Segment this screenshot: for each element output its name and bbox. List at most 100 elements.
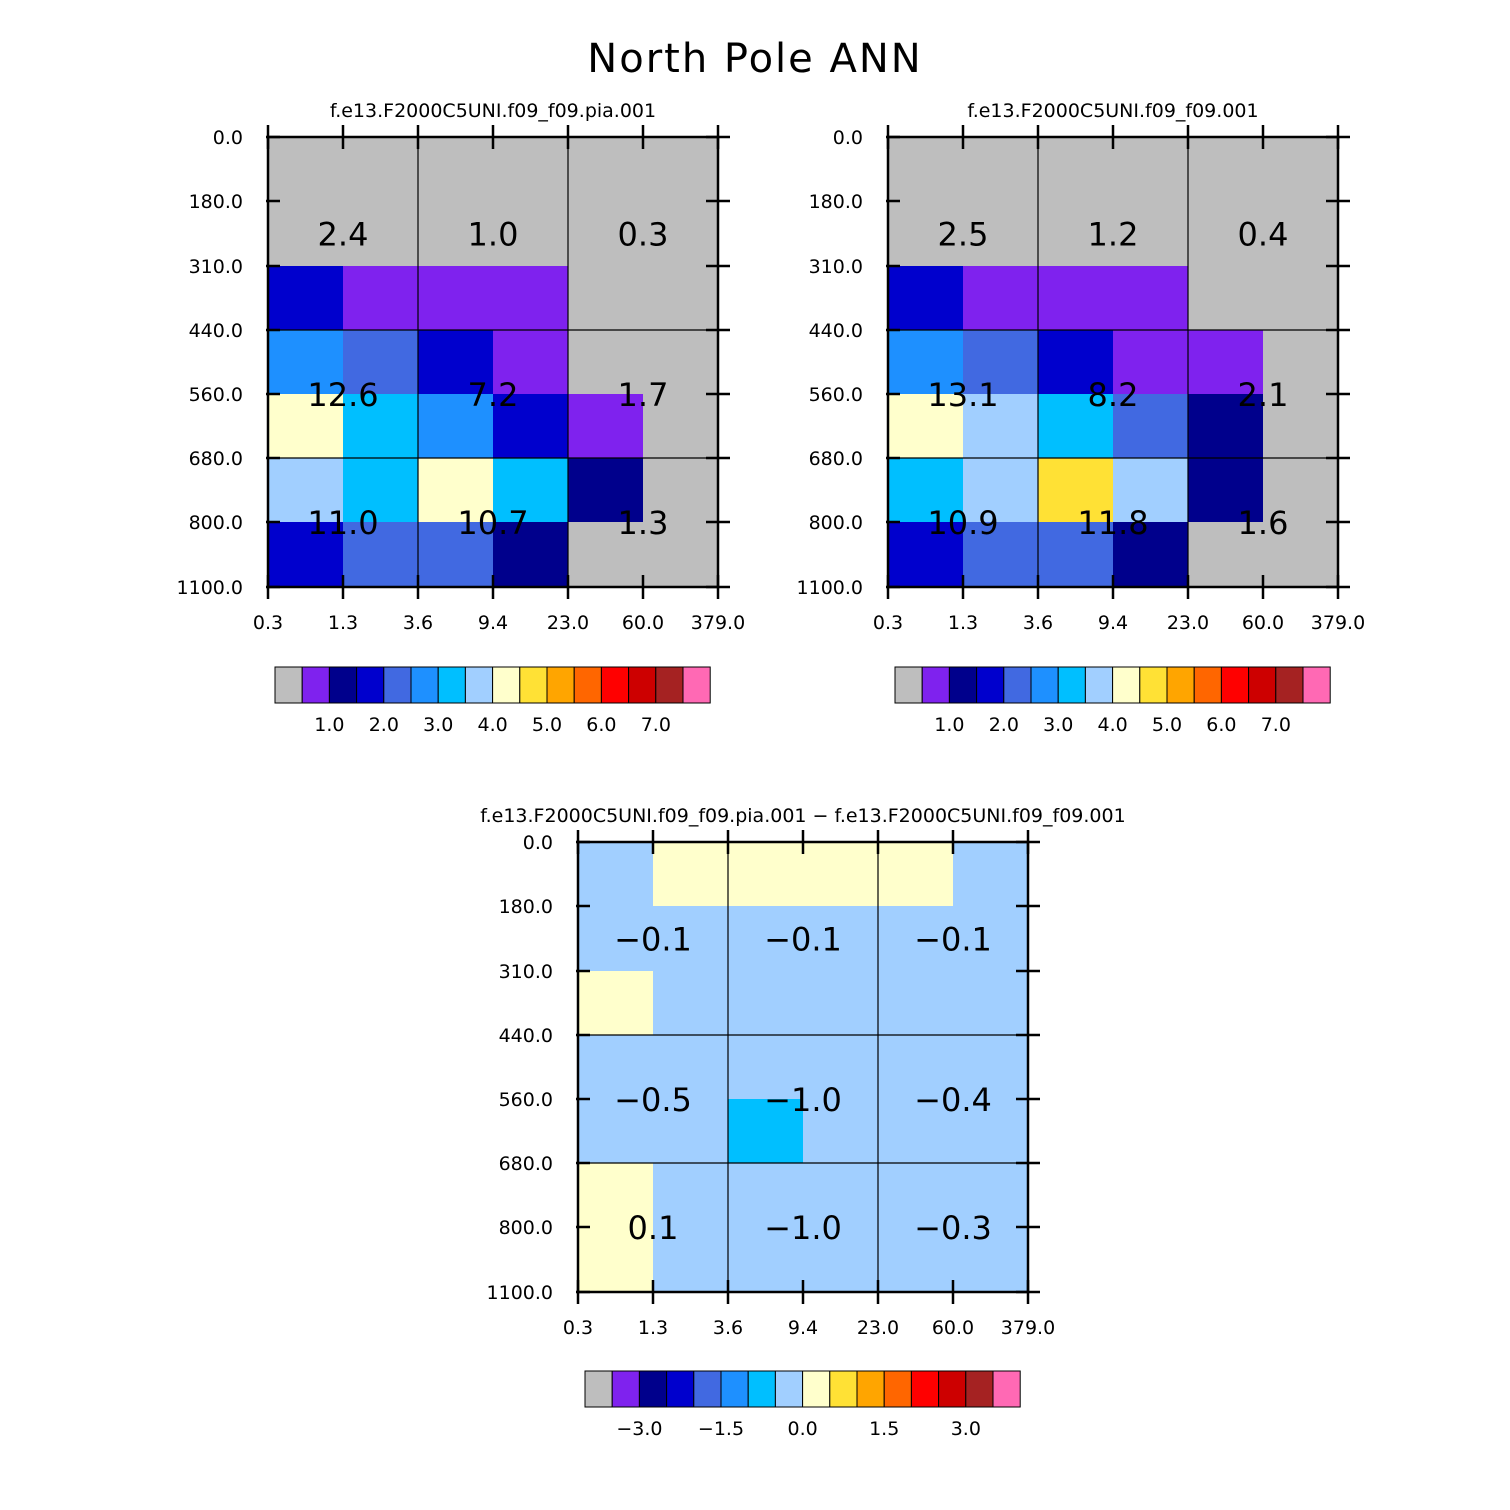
heatmap-cell [418, 394, 494, 459]
colorbar-swatch [894, 666, 923, 704]
heatmap-cell [1188, 522, 1264, 588]
heatmap-cell [268, 458, 344, 523]
y-tick-label: 180.0 [499, 896, 553, 918]
cell-total-label: 12.6 [307, 376, 378, 414]
colorbar-swatch [965, 1370, 994, 1408]
cell-total-label: 2.1 [1238, 376, 1289, 414]
heatmap-cell [728, 1163, 804, 1228]
cell-total-label: 1.7 [618, 376, 669, 414]
heatmap-cell [653, 1035, 729, 1100]
heatmap-cell [963, 394, 1039, 459]
heatmap-cell [963, 201, 1039, 267]
heatmap-cell [568, 522, 644, 588]
colorbar-swatch [666, 1370, 695, 1408]
heatmap-cell [963, 458, 1039, 523]
heatmap-cell [653, 842, 729, 907]
figure-title: North Pole ANN [587, 36, 922, 82]
x-tick-label: 3.6 [403, 612, 433, 634]
heatmap-cell [888, 522, 964, 588]
heatmap-cell [803, 1099, 879, 1164]
y-tick-label: 440.0 [499, 1025, 553, 1047]
heatmap-cell [888, 201, 964, 267]
colorbar-swatch [1139, 666, 1168, 704]
y-tick-label: 180.0 [189, 191, 243, 213]
colorbar-swatch [693, 1370, 722, 1408]
heatmap-cell [878, 1227, 954, 1293]
heatmap-cell [1263, 330, 1339, 395]
cell-total-label: 11.8 [1077, 504, 1148, 542]
colorbar-swatch [1275, 666, 1304, 704]
heatmap-cell [953, 906, 1029, 972]
colorbar-swatch [910, 1370, 940, 1408]
y-tick-label: 310.0 [809, 256, 863, 278]
cell-total-label: 10.7 [457, 504, 528, 542]
colorbar-swatch [1003, 666, 1032, 704]
colorbar-swatch [1193, 666, 1222, 704]
heatmap-cell [1188, 266, 1264, 331]
colorbar-swatch [992, 1370, 1021, 1408]
cell-total-label: 1.2 [1088, 216, 1139, 254]
x-tick-label: 1.3 [638, 1317, 668, 1339]
heatmap-cell [493, 330, 569, 395]
heatmap-cell [878, 971, 954, 1036]
colorbar-swatch [492, 666, 521, 704]
heatmap-cell [803, 1163, 879, 1228]
heatmap-cell [888, 330, 964, 395]
heatmap-cell [1113, 137, 1189, 202]
colorbar-swatch [356, 666, 385, 704]
cell-total-label: 2.4 [318, 216, 369, 254]
heatmap-cell [803, 906, 879, 972]
colorbar-swatch [802, 1370, 831, 1408]
heatmap-cell [878, 1163, 954, 1228]
cell-total-label: −1.0 [764, 1081, 842, 1119]
x-tick-label: 60.0 [1242, 612, 1284, 634]
heatmap-cell [878, 842, 954, 907]
colorbar-swatch [655, 666, 684, 704]
cell-total-label: −1.0 [764, 1209, 842, 1247]
heatmap-cell [343, 266, 419, 331]
colorbar-label: 1.0 [314, 714, 344, 736]
heatmap-cell [653, 1163, 729, 1228]
x-tick-label: 60.0 [622, 612, 664, 634]
heatmap-cell [888, 458, 964, 523]
colorbar-label: 6.0 [1206, 714, 1236, 736]
cell-total-label: 8.2 [1088, 376, 1139, 414]
x-tick-label: 0.3 [873, 612, 903, 634]
x-tick-label: 9.4 [1098, 612, 1128, 634]
y-tick-label: 0.0 [833, 127, 863, 149]
y-tick-label: 310.0 [189, 256, 243, 278]
cell-total-label: 1.3 [618, 504, 669, 542]
heatmap-cell [1188, 330, 1264, 395]
cell-total-label: 10.9 [927, 504, 998, 542]
heatmap-cell [643, 458, 719, 523]
heatmap-cell [643, 266, 719, 331]
panel-obs: f.e13.F2000C5UNI.f09_f09.001 0.0 180.0 310.… [797, 100, 1366, 736]
x-tick-label: 0.3 [253, 612, 283, 634]
cell-total-label: 13.1 [927, 376, 998, 414]
heatmap-cell [1113, 522, 1189, 588]
heatmap-cell [878, 906, 954, 972]
x-tick-label: 23.0 [547, 612, 589, 634]
heatmap-cell [493, 458, 569, 523]
heatmap-cell [578, 842, 654, 907]
colorbar-swatch [774, 1370, 804, 1408]
heatmap-cell [268, 137, 344, 202]
colorbar-swatch [573, 666, 602, 704]
colorbar-swatch [1030, 666, 1059, 704]
y-tick-label: 800.0 [809, 512, 863, 534]
heatmap-cell [953, 971, 1029, 1036]
cell-total-label: 1.6 [1238, 504, 1289, 542]
x-tick-label: 60.0 [932, 1317, 974, 1339]
colorbar-label: 0.0 [787, 1418, 817, 1440]
cell-total-label: 2.5 [938, 216, 989, 254]
cell-total-label: −0.1 [764, 921, 842, 959]
heatmap-cell [418, 201, 494, 267]
heatmap-cell [343, 522, 419, 588]
colorbar-swatch [638, 1370, 668, 1408]
colorbar-swatch [1220, 666, 1250, 704]
heatmap-cell [568, 266, 644, 331]
colorbar-label: 1.5 [869, 1418, 899, 1440]
x-tick-label: 23.0 [857, 1317, 899, 1339]
cell-total-label: −0.4 [914, 1081, 992, 1119]
